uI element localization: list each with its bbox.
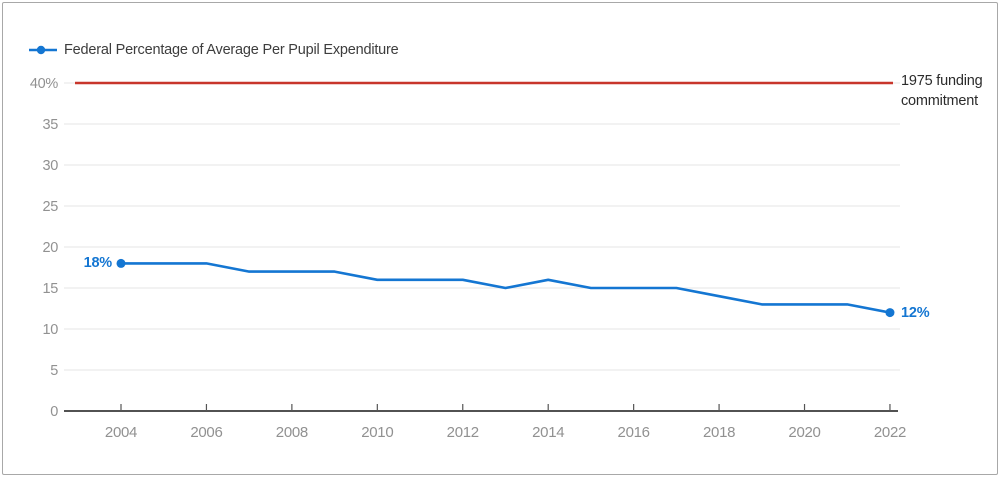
svg-text:30: 30: [42, 158, 58, 174]
last-point: [885, 308, 895, 318]
svg-text:2016: 2016: [618, 424, 650, 441]
legend-line-icon: [29, 45, 57, 55]
ref-line-label-line1: 1975 funding: [901, 73, 983, 89]
svg-text:2018: 2018: [703, 424, 735, 441]
end-value-label: 12%: [901, 305, 930, 321]
svg-text:10: 10: [42, 322, 58, 338]
svg-text:2020: 2020: [788, 424, 820, 441]
svg-text:2014: 2014: [532, 424, 564, 441]
svg-text:15: 15: [42, 281, 58, 297]
svg-text:40%: 40%: [30, 76, 59, 92]
svg-text:25: 25: [42, 199, 58, 215]
svg-text:2008: 2008: [276, 424, 308, 441]
data-line: [119, 262, 892, 314]
ref-line-label-line2: commitment: [901, 93, 978, 109]
svg-text:2004: 2004: [105, 424, 137, 441]
first-point: [116, 258, 126, 268]
svg-text:2010: 2010: [361, 424, 393, 441]
svg-text:35: 35: [42, 117, 58, 133]
svg-text:2006: 2006: [190, 424, 222, 441]
legend: Federal Percentage of Average Per Pupil …: [28, 42, 399, 58]
svg-text:20: 20: [42, 240, 58, 256]
svg-text:2022: 2022: [874, 424, 906, 441]
svg-text:2012: 2012: [447, 424, 479, 441]
legend-label: Federal Percentage of Average Per Pupil …: [64, 42, 399, 58]
svg-text:0: 0: [50, 404, 58, 420]
start-value-label: 18%: [83, 255, 113, 271]
ref-line-label: 1975 funding commitment: [901, 71, 1000, 111]
svg-text:5: 5: [50, 363, 58, 379]
